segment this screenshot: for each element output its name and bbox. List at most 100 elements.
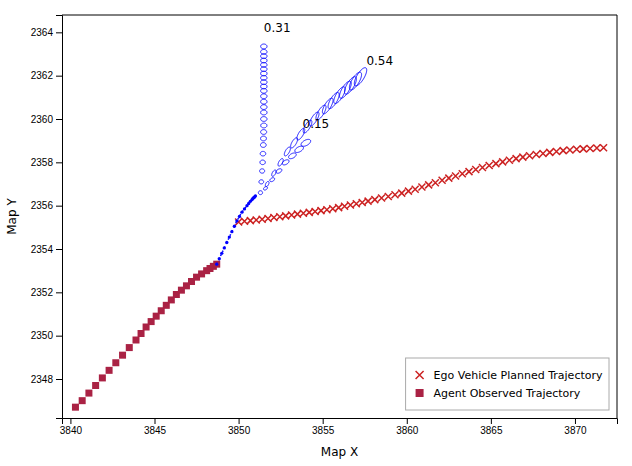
tick-label: 3840 (60, 425, 83, 436)
point (92, 382, 99, 389)
point (235, 219, 238, 222)
tick-label: 3855 (312, 425, 335, 436)
tick-mark (239, 418, 240, 424)
point (106, 367, 113, 374)
ellipse (261, 44, 267, 49)
tick-label: 3860 (396, 425, 419, 436)
x-axis: 3840 3845 3850 3855 3860 3865 3870 (60, 418, 618, 436)
ellipse (261, 49, 267, 54)
axis-line (63, 419, 618, 425)
point (79, 397, 86, 404)
tick: 3865 (480, 418, 503, 436)
ellipse (349, 72, 361, 90)
point (398, 190, 405, 197)
tick-label: 2350 (31, 330, 54, 341)
point (112, 359, 119, 366)
point (347, 202, 354, 209)
tick-mark (56, 249, 62, 250)
legend-item: Ego Vehicle Planned Trajectory (416, 369, 603, 382)
point (254, 194, 257, 197)
point (228, 235, 231, 238)
annotation: 0.31 (264, 21, 291, 35)
point (243, 207, 246, 210)
tick: 2362 (31, 70, 62, 81)
point (341, 203, 348, 210)
y-axis-title: Map Y (5, 198, 19, 235)
point (335, 204, 342, 211)
point (218, 257, 221, 260)
point (546, 149, 553, 156)
tick-label: 2356 (31, 200, 54, 211)
tick-label: 3850 (228, 425, 251, 436)
point (412, 186, 419, 193)
point (499, 158, 506, 165)
tick: 2348 (31, 374, 62, 385)
tick-mark (56, 336, 62, 337)
ellipse (261, 94, 267, 99)
tick: 3870 (564, 418, 587, 436)
frame (62, 15, 617, 16)
line (217, 196, 256, 264)
tick-mark (407, 418, 408, 424)
series (258, 44, 267, 195)
tick-label: 2354 (31, 244, 54, 255)
point (445, 175, 452, 182)
tick: 2358 (31, 157, 62, 168)
tick-label: 2364 (31, 27, 54, 38)
plot-area: 3840 3845 3850 3855 3860 3865 3870 2348 2350 2352… (31, 15, 618, 436)
ellipse (289, 153, 297, 159)
tick: 2364 (31, 27, 62, 38)
point (472, 166, 479, 173)
series (215, 194, 257, 266)
tick-mark (491, 418, 492, 424)
point (230, 230, 233, 233)
point (213, 261, 220, 268)
ellipse (291, 138, 298, 148)
annotations: 0.310.540.15 (264, 21, 393, 130)
series (72, 261, 220, 411)
annotation: 0.15 (303, 117, 330, 131)
tick-mark (56, 292, 62, 293)
point (533, 151, 540, 158)
tick-label: 3845 (144, 425, 167, 436)
tick: 3860 (396, 418, 419, 436)
tick: 2352 (31, 287, 62, 298)
ellipse (265, 181, 269, 186)
tick-label: 2348 (31, 374, 54, 385)
tick: 2350 (31, 330, 62, 341)
tick-mark (56, 76, 62, 77)
point (233, 225, 236, 228)
ellipse (354, 68, 366, 86)
tick-mark (56, 379, 62, 380)
point (600, 144, 607, 151)
point (425, 181, 432, 188)
point (492, 160, 499, 167)
legend-symbol (416, 371, 424, 379)
point (479, 164, 486, 171)
ellipse (260, 143, 266, 148)
series (265, 68, 366, 187)
ellipse (263, 187, 267, 190)
marks (72, 44, 607, 411)
point (385, 193, 392, 200)
point (85, 390, 92, 397)
ellipse (276, 169, 282, 174)
tick-mark (56, 119, 62, 120)
tick-mark (56, 206, 62, 207)
point (560, 147, 567, 154)
tick-mark (56, 162, 62, 163)
tick-label: 2362 (31, 70, 54, 81)
ellipse (261, 105, 267, 110)
tick-mark (56, 32, 62, 33)
point (353, 200, 360, 207)
x-axis-title: Map X (321, 445, 358, 459)
tick: 3840 (60, 418, 83, 436)
tick: 2360 (31, 114, 62, 125)
point (72, 404, 79, 411)
point (220, 252, 223, 255)
point (439, 177, 446, 184)
point (553, 148, 560, 155)
legend-item: Agent Observed Trajectory (416, 387, 581, 400)
point (371, 196, 378, 203)
ellipse (261, 99, 267, 104)
